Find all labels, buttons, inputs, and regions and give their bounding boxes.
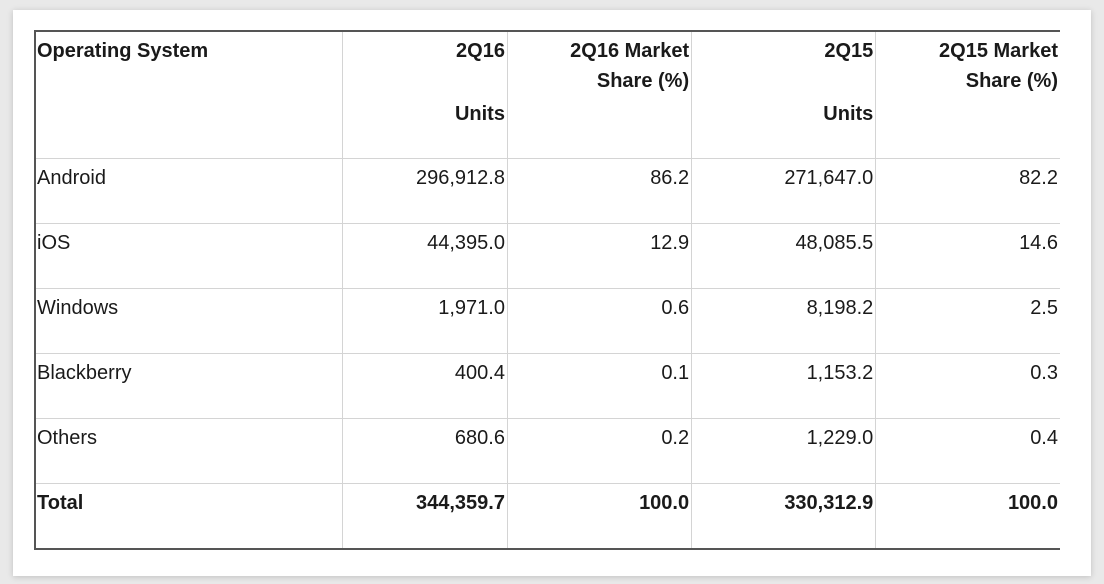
table-row: Android 296,912.8 86.2 271,647.0 82.2: [35, 158, 1060, 224]
total-row: Total 344,359.7 100.0 330,312.9 100.0: [35, 483, 1060, 549]
cell-units-2q15: 271,647.0: [691, 158, 876, 224]
table-row: Others 680.6 0.2 1,229.0 0.4: [35, 418, 1060, 484]
cell-share-2q16: 0.1: [506, 353, 692, 419]
cell-share-2q15: 100.0: [875, 483, 1060, 549]
cell-units-2q16: 1,971.0: [341, 288, 508, 354]
cell-share-2q15: 2.5: [875, 288, 1060, 354]
header-os: Operating System: [35, 31, 343, 159]
cell-units-2q15: 1,153.2: [691, 353, 876, 419]
cell-units-2q16: 44,395.0: [341, 223, 508, 289]
header-share-2q15: 2Q15 Market Share (%): [875, 31, 1060, 159]
cell-share-2q16: 100.0: [506, 483, 692, 549]
cell-share-2q15: 0.3: [875, 353, 1060, 419]
cell-units-2q15: 330,312.9: [691, 483, 876, 549]
cell-os: Total: [37, 491, 84, 514]
header-units-2q16: 2Q16 Units: [341, 31, 508, 159]
cell-os: Android: [35, 158, 343, 224]
cell-units-2q16: 344,359.7: [341, 483, 508, 549]
cell-share-2q15: 0.4: [875, 418, 1060, 484]
cell-units-2q16: 400.4: [341, 353, 508, 419]
header-units-2q15: 2Q15 Units: [691, 31, 876, 159]
cell-units-2q15: 8,198.2: [691, 288, 876, 354]
market-share-table: Operating System 2Q16 Units 2Q16 Market …: [34, 30, 1060, 550]
table-row: Blackberry 400.4 0.1 1,153.2 0.3: [35, 353, 1060, 419]
cell-share-2q16: 0.2: [506, 418, 692, 484]
cell-share-2q16: 0.6: [506, 288, 692, 354]
cell-share-2q16: 12.9: [506, 223, 692, 289]
cell-os: iOS: [35, 223, 343, 289]
table-row: Windows 1,971.0 0.6 8,198.2 2.5: [35, 288, 1060, 354]
cell-share-2q15: 14.6: [875, 223, 1060, 289]
cell-units-2q16: 680.6: [341, 418, 508, 484]
cell-os: Windows: [35, 288, 343, 354]
table-row: iOS 44,395.0 12.9 48,085.5 14.6: [35, 223, 1060, 289]
cell-units-2q16: 296,912.8: [341, 158, 508, 224]
header-share-2q16: 2Q16 Market Share (%): [506, 31, 692, 159]
cell-units-2q15: 48,085.5: [691, 223, 876, 289]
cell-share-2q15: 82.2: [875, 158, 1060, 224]
cell-os: Blackberry: [35, 353, 343, 419]
cell-units-2q15: 1,229.0: [691, 418, 876, 484]
cell-os: Others: [35, 418, 343, 484]
cell-share-2q16: 86.2: [506, 158, 692, 224]
header-row: Operating System 2Q16 Units 2Q16 Market …: [35, 31, 1060, 159]
